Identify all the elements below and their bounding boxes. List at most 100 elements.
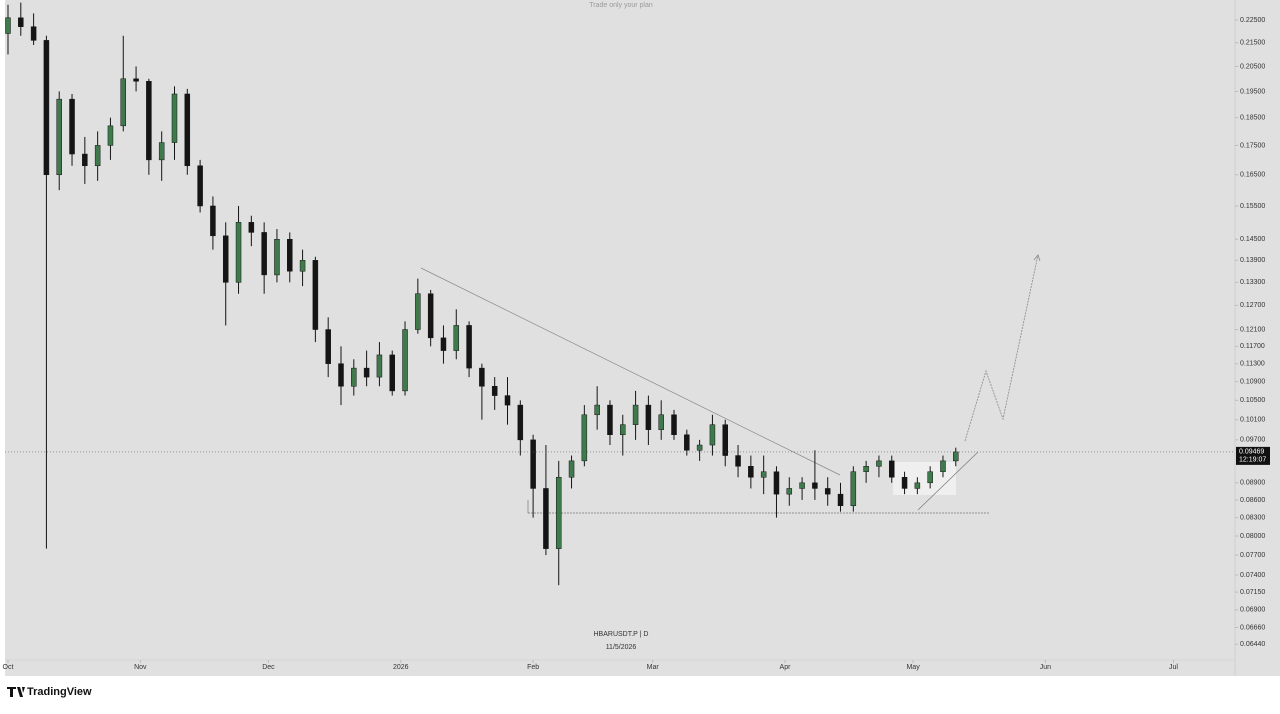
candle-body [735, 455, 741, 467]
y-tick-label: 0.13300 [1240, 279, 1265, 286]
candle-body [133, 78, 139, 82]
projection-arrow [1033, 254, 1041, 262]
candle-body [684, 434, 690, 451]
candle-body [888, 460, 895, 478]
candle-body [927, 471, 933, 484]
candle-body [863, 466, 869, 472]
candle-body [338, 363, 344, 387]
y-tick-label: 0.18500 [1240, 115, 1265, 122]
y-tick-label: 0.10900 [1240, 379, 1265, 386]
projection-path [964, 254, 1039, 442]
y-tick-label: 0.11300 [1240, 361, 1265, 368]
candle-body [568, 460, 575, 478]
candle-body [274, 238, 280, 276]
candle-body [543, 488, 549, 549]
candle-body [607, 404, 613, 435]
candle-body [43, 40, 50, 176]
x-tick-label: May [906, 664, 920, 671]
x-tick-label: 2026 [393, 664, 409, 671]
candle-body [248, 222, 255, 233]
left-margin [0, 0, 5, 676]
y-tick-label: 0.07150 [1240, 589, 1265, 596]
y-tick-label: 0.07700 [1240, 552, 1265, 559]
candle-body [953, 451, 959, 462]
x-tick-label: Feb [527, 664, 539, 671]
candle-body [773, 471, 780, 495]
candle-body [786, 488, 793, 495]
candle-body [901, 476, 908, 489]
candle-body [299, 260, 306, 272]
y-tick-label: 0.21500 [1240, 40, 1265, 47]
candles [5, 2, 959, 586]
x-tick-label: Dec [262, 664, 275, 671]
footer [0, 676, 1280, 709]
brand-logo [7, 687, 25, 697]
candle-body [940, 460, 946, 472]
candle-body [658, 414, 664, 430]
candle-body [210, 205, 216, 237]
candle-body [722, 424, 728, 456]
candle-body [504, 395, 511, 406]
candle-body [287, 238, 293, 272]
candle-body [440, 337, 447, 351]
y-tick-label: 0.08900 [1240, 480, 1265, 487]
y-tick-label: 0.06440 [1240, 641, 1265, 648]
y-tick-label: 0.10100 [1240, 417, 1265, 424]
candle-body [914, 482, 921, 489]
y-tick-label: 0.12700 [1240, 302, 1265, 309]
candle-body [146, 81, 152, 161]
candle-body [18, 17, 24, 27]
x-tick-label: Jul [1169, 664, 1178, 671]
candle-body [56, 98, 62, 176]
candle-body [94, 145, 101, 167]
candle-body [837, 493, 844, 507]
candle-body [555, 476, 562, 549]
y-tick-label: 0.11700 [1240, 343, 1265, 350]
candle-body [812, 482, 818, 489]
y-tick-label: 0.08600 [1240, 497, 1265, 504]
y-tick-label: 0.12100 [1240, 326, 1265, 333]
candle-body [824, 488, 831, 495]
candle-body [171, 93, 178, 143]
candle-body [389, 354, 395, 392]
candle-body [30, 26, 37, 41]
x-tick-label: Apr [780, 664, 792, 671]
y-tick-label: 0.14500 [1240, 236, 1265, 243]
y-tick-label: 0.16500 [1240, 172, 1265, 179]
candle-body [491, 386, 498, 396]
candle-body [69, 98, 75, 155]
candle-body [158, 142, 165, 161]
candle-body [453, 325, 460, 351]
symbol: HBARUSDT.P | D [594, 631, 649, 638]
candle-body [235, 222, 242, 283]
candle-body [632, 404, 639, 425]
y-tick-label: 0.22500 [1240, 17, 1265, 24]
x-tick-label: Oct [3, 664, 14, 671]
candle-body [799, 482, 805, 489]
candle-body [581, 414, 588, 462]
candle-body [466, 325, 472, 369]
candle-body [620, 424, 626, 435]
y-tick-label: 0.06660 [1240, 624, 1265, 631]
y-tick-label: 0.19500 [1240, 88, 1265, 95]
candle-body [415, 293, 421, 330]
candle-body [197, 165, 203, 207]
candle-body [325, 329, 331, 364]
y-tick-label: 0.17500 [1240, 142, 1265, 149]
x-tick-label: Mar [647, 664, 660, 671]
y-tick-label: 0.20500 [1240, 63, 1265, 70]
y-tick-label: 0.08000 [1240, 533, 1265, 540]
candle-body [671, 414, 677, 435]
y-tick-label: 0.08300 [1240, 514, 1265, 521]
last-price-box [1236, 446, 1270, 465]
candle-body [402, 329, 408, 392]
countdown: 12:19:07 [1239, 457, 1266, 464]
plot-background [0, 0, 1280, 676]
candle-body [760, 471, 767, 478]
x-tick-label: Nov [134, 664, 147, 671]
candle-body [312, 260, 319, 330]
y-tick-label: 0.07400 [1240, 572, 1265, 579]
candle-body [594, 404, 600, 416]
candle-body [748, 466, 754, 478]
watermark: Trade only your plan [589, 2, 653, 9]
